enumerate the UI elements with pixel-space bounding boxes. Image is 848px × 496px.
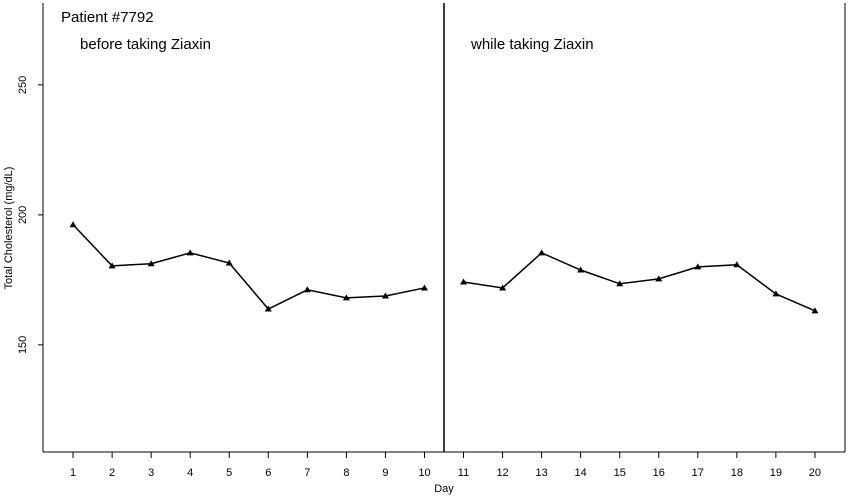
marker xyxy=(772,290,780,297)
y-axis-label: Total Cholesterol (mg/dL) xyxy=(3,167,15,290)
marker xyxy=(303,286,311,293)
marker xyxy=(225,259,233,266)
y-tick-label: 200 xyxy=(17,206,29,224)
marker xyxy=(342,294,350,301)
marker xyxy=(381,292,389,299)
x-tick-label: 17 xyxy=(692,467,704,479)
x-tick-label: 15 xyxy=(614,467,626,479)
x-tick-label: 3 xyxy=(148,467,154,479)
marker xyxy=(499,284,507,291)
x-tick-label: 6 xyxy=(265,467,271,479)
marker xyxy=(186,249,194,256)
marker xyxy=(108,262,116,269)
line xyxy=(463,251,816,312)
x-tick-label: 7 xyxy=(304,467,310,479)
marker xyxy=(811,307,819,314)
marker xyxy=(69,221,77,228)
marker xyxy=(460,278,468,285)
marker xyxy=(147,260,155,267)
marker xyxy=(538,249,546,256)
chart-title: Patient #7792 xyxy=(61,9,154,26)
x-tick-label: 1 xyxy=(70,467,76,479)
annotation: while taking Ziaxin xyxy=(470,36,594,53)
marker xyxy=(577,266,585,273)
marker xyxy=(694,263,702,270)
x-tick-label: 20 xyxy=(809,467,821,479)
x-tick-label: 2 xyxy=(109,467,115,479)
y-tick-label: 150 xyxy=(17,336,29,354)
marker xyxy=(655,275,663,282)
x-tick-label: 9 xyxy=(382,467,388,479)
x-tick-label: 13 xyxy=(535,467,547,479)
y-tick-label: 250 xyxy=(17,76,29,94)
x-tick-label: 18 xyxy=(731,467,743,479)
x-tick-label: 12 xyxy=(496,467,508,479)
x-tick-label: 8 xyxy=(343,467,349,479)
x-tick-label: 19 xyxy=(770,467,782,479)
line xyxy=(72,224,425,310)
x-tick-label: 10 xyxy=(418,467,430,479)
marker xyxy=(420,284,428,291)
annotation: before taking Ziaxin xyxy=(80,36,211,53)
x-axis-label: Day xyxy=(434,483,454,495)
marker xyxy=(264,305,272,312)
x-tick-label: 14 xyxy=(575,467,587,479)
marker xyxy=(733,261,741,268)
x-tick-label: 11 xyxy=(458,467,469,479)
x-tick-label: 16 xyxy=(653,467,665,479)
x-tick-label: 5 xyxy=(226,467,232,479)
marker xyxy=(616,280,624,287)
x-tick-label: 4 xyxy=(187,467,193,479)
